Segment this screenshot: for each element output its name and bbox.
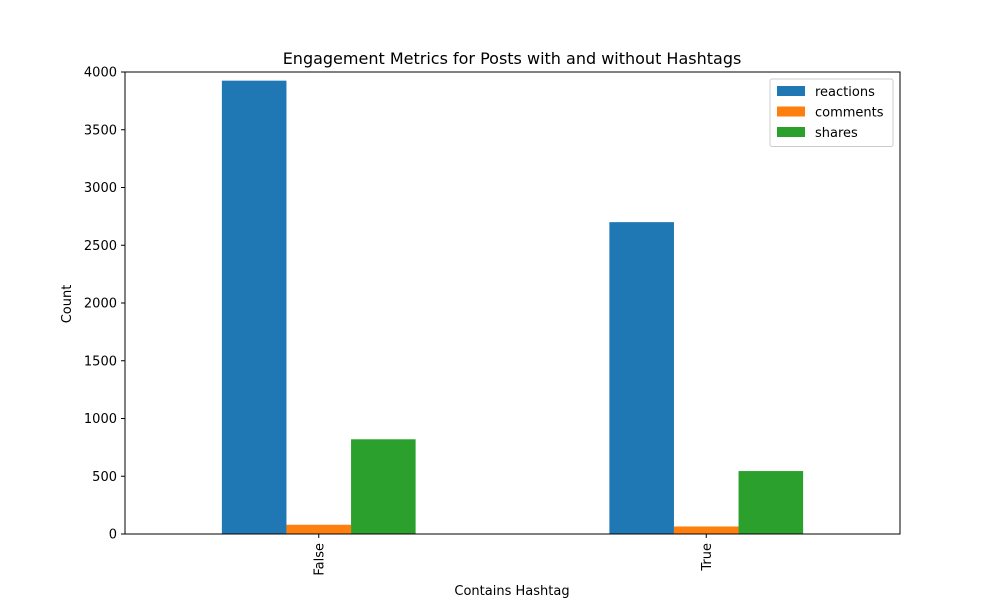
bar-reactions-false (221, 80, 287, 534)
bar-comments-false (286, 524, 352, 534)
legend-swatch-reactions (777, 86, 805, 96)
y-tick-label: 1000 (84, 412, 117, 427)
legend-swatch-shares (777, 127, 805, 137)
y-tick-label: 1500 (84, 354, 117, 369)
legend-label-reactions: reactions (815, 85, 875, 100)
y-tick-label: 500 (92, 470, 117, 485)
bar-shares-true (738, 471, 804, 534)
y-tick-label: 0 (109, 528, 117, 543)
bar-comments-true (673, 526, 739, 534)
y-tick-label: 2000 (84, 297, 117, 312)
y-tick-label: 2500 (84, 239, 117, 254)
y-tick-label: 3500 (84, 123, 117, 138)
x-axis-title: Contains Hashtag (454, 584, 569, 599)
y-tick-label: 3000 (84, 181, 117, 196)
legend-label-comments: comments (815, 106, 884, 121)
y-axis-title: Count (60, 285, 75, 324)
axes-layer: 0 500 1000 1500 2000 2500 3000 3500 4000 False Tru… (84, 66, 901, 576)
bar-reactions-true (609, 222, 674, 534)
x-tick-label-true: True (700, 543, 715, 572)
bars-layer (221, 80, 804, 534)
x-tick-label-false: False (312, 543, 327, 576)
y-tick-label: 4000 (84, 66, 117, 81)
bar-shares-false (351, 439, 416, 534)
legend: reactions comments shares (769, 78, 894, 147)
legend-label-shares: shares (815, 126, 858, 141)
legend-swatch-comments (777, 106, 805, 117)
chart-title: Engagement Metrics for Posts with and wi… (283, 49, 742, 68)
